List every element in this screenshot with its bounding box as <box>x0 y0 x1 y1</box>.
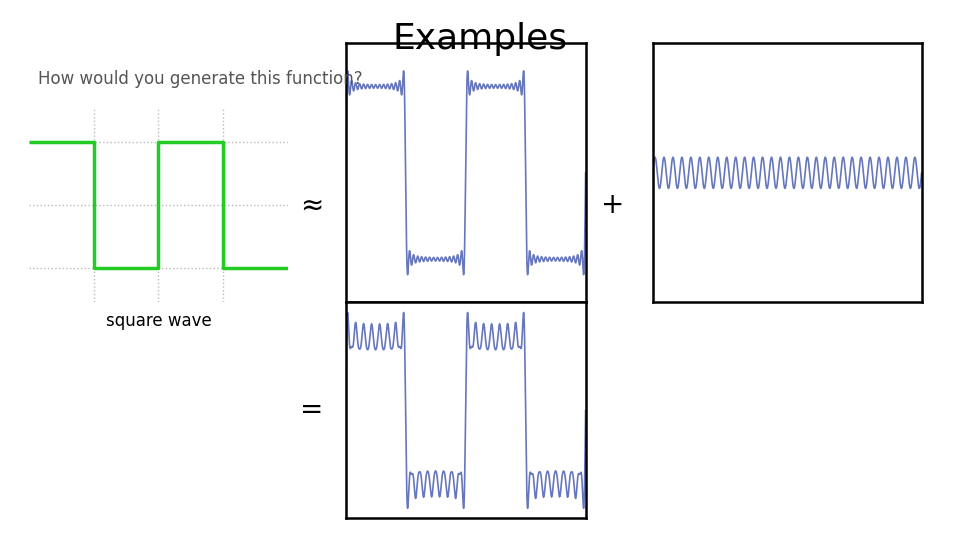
Text: How would you generate this function?: How would you generate this function? <box>38 70 363 88</box>
Text: +: + <box>601 191 624 219</box>
Text: square wave: square wave <box>106 312 211 330</box>
Text: ≈: ≈ <box>300 191 324 219</box>
Text: Examples: Examples <box>393 22 567 56</box>
Text: =: = <box>300 396 324 424</box>
